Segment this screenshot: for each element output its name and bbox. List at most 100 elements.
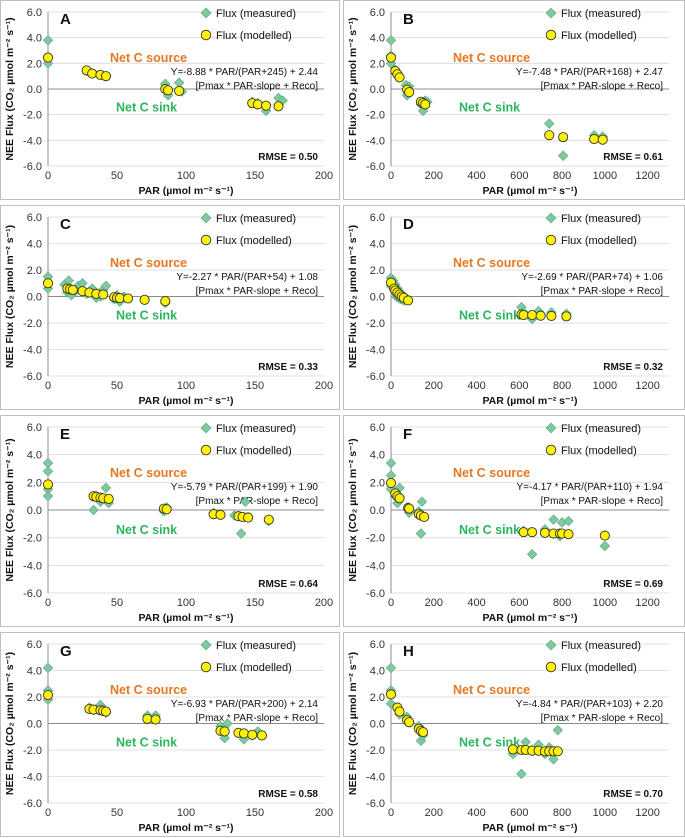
panel-border [343,415,685,627]
model-equation: Y=-8.88 * PAR/(PAR+245) + 2.44 [171,67,319,78]
modelled-point [558,132,569,143]
y-tick-label: -2.0 [23,533,42,545]
panel-border [343,205,685,410]
y-tick-label: 6.0 [27,212,42,224]
rmse-label: RMSE = 0.64 [258,579,318,590]
model-equation-terms: [Pmax * PAR-slope + Reco] [541,496,664,507]
modelled-point [103,493,114,504]
legend-modelled-label: Flux (modelled) [216,662,292,674]
y-tick-label: 0.0 [27,505,42,517]
x-tick-label: 150 [246,807,264,819]
x-axis-label: PAR (µmol m⁻² s⁻¹) [482,185,577,197]
y-tick-label: 0.0 [370,719,385,731]
measured-point [100,482,112,494]
y-axis-label: NEE Flux (CO₂ µmol m⁻² s⁻¹) [4,438,16,581]
y-tick-label: 2.0 [27,477,42,489]
x-tick-label: 100 [177,597,195,609]
modelled-point [546,310,557,322]
modelled-point [219,726,230,737]
x-tick-label: 1200 [635,170,659,182]
measured-point [200,212,212,224]
model-equation: Y=-6.93 * PAR/(PAR+200) + 2.14 [171,699,319,710]
modelled-point [200,444,212,456]
panel-letter: H [403,643,414,660]
legend-modelled-label: Flux (modelled) [561,235,637,247]
y-tick-label: 2.0 [27,58,42,70]
y-tick-label: -4.0 [23,772,42,784]
modelled-point [142,713,153,724]
y-tick-label: 6.0 [27,7,42,19]
measured-point [526,549,538,560]
x-tick-label: 800 [553,380,571,392]
panel-border [343,632,685,837]
y-tick-label: -2.0 [366,533,385,545]
measured-point [219,732,230,744]
y-tick-label: 6.0 [370,7,385,19]
y-tick-label: 2.0 [370,477,385,489]
x-tick-label: 600 [510,597,528,609]
measured-point [545,639,557,651]
legend-measured-label: Flux (measured) [216,640,296,652]
rmse-label: RMSE = 0.70 [603,789,663,800]
modelled-point [256,730,267,741]
x-tick-label: 1200 [635,597,659,609]
net-source-label: Net C source [453,256,530,270]
modelled-point [545,29,557,41]
y-tick-label: 4.0 [370,239,385,251]
rmse-label: RMSE = 0.33 [258,362,318,373]
legend-measured-label: Flux (measured) [216,423,296,435]
x-tick-label: 100 [177,170,195,182]
x-tick-label: 0 [45,380,51,392]
x-tick-label: 150 [246,170,264,182]
modelled-point [545,444,557,456]
modelled-point [238,728,250,739]
model-equation-terms: [Pmax * PAR-slope + Reco] [541,286,664,297]
net-sink-label: Net C sink [459,101,520,115]
panel-border [0,205,340,410]
legend-measured-label: Flux (measured) [561,213,641,225]
modelled-point [42,689,54,701]
measured-point [385,662,397,674]
measured-point [240,496,251,507]
y-tick-label: 4.0 [27,450,42,462]
x-tick-label: 1200 [635,807,659,819]
measured-point [42,662,54,674]
chart-panel-D: 6.0 4.0 2.0 0.0 -2.0 -4.0 -6.00 200 400 600 800 100… [343,205,685,410]
measured-point [563,515,574,527]
modelled-point [394,493,405,504]
model-equation-terms: [Pmax * PAR-slope + Reco] [541,81,664,92]
x-axis-label: PAR (µmol m⁻² s⁻¹) [138,395,233,407]
chart-panel-F: 6.0 4.0 2.0 0.0 -2.0 -4.0 -6.00 200 400 600 800 100… [343,415,685,627]
x-tick-label: 0 [388,380,394,392]
net-source-label: Net C source [110,683,187,697]
measured-point [88,504,99,516]
y-tick-label: 4.0 [370,450,385,462]
modelled-point [394,72,405,83]
y-tick-label: -4.0 [366,772,385,784]
legend-modelled-label: Flux (modelled) [561,30,637,42]
y-tick-label: 2.0 [370,692,385,704]
y-tick-label: 0.0 [370,84,385,96]
y-tick-label: 2.0 [370,58,385,70]
legend-measured-label: Flux (measured) [561,423,641,435]
x-tick-label: 0 [388,170,394,182]
modelled-point [200,234,212,246]
x-tick-label: 800 [553,807,571,819]
rmse-label: RMSE = 0.50 [258,152,318,163]
y-tick-label: -6.0 [366,371,385,383]
measured-point [200,422,212,434]
x-tick-label: 150 [246,597,264,609]
y-tick-label: -4.0 [23,135,42,147]
net-source-label: Net C source [110,51,187,65]
x-tick-label: 400 [467,170,485,182]
y-tick-label: 6.0 [370,212,385,224]
measured-point [416,496,428,507]
measured-point [42,466,54,477]
modelled-point [174,85,185,96]
measured-point [545,212,557,224]
modelled-point [518,527,529,538]
x-axis-label: PAR (µmol m⁻² s⁻¹) [138,612,233,624]
y-tick-label: -6.0 [23,798,42,810]
y-tick-label: 4.0 [27,239,42,251]
y-tick-label: 4.0 [27,666,42,678]
